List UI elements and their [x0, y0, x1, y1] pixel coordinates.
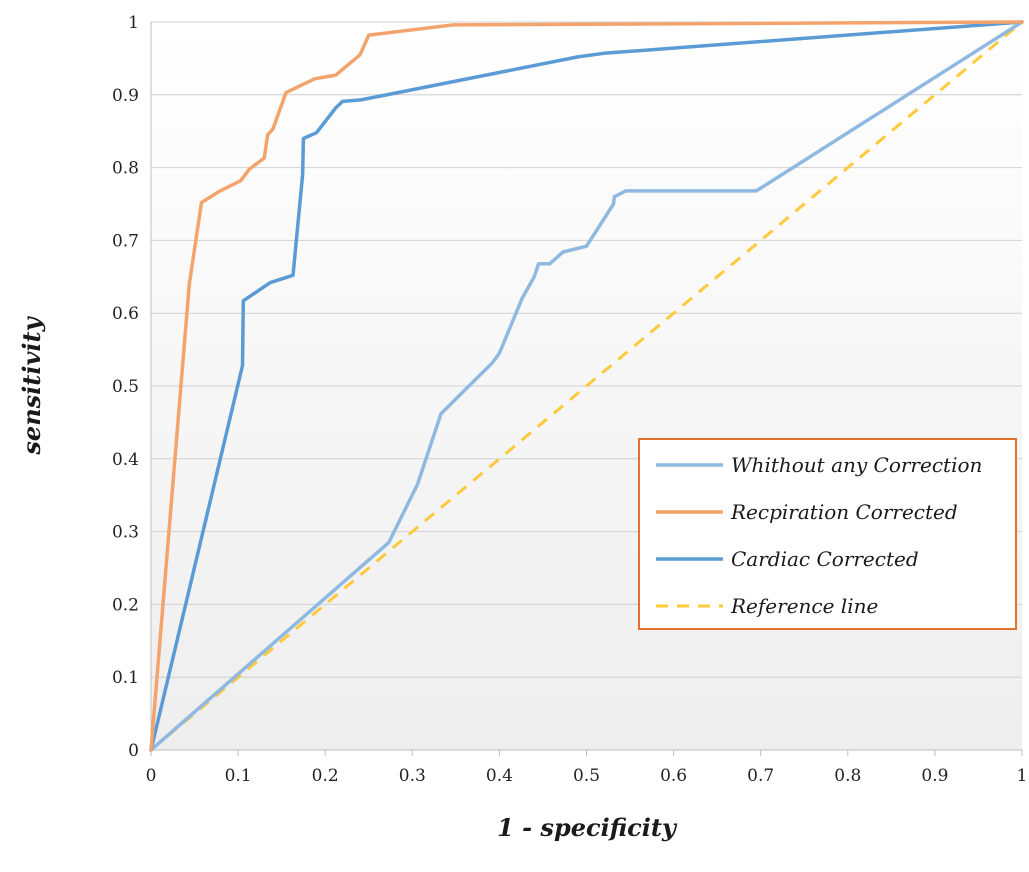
legend-box	[638, 438, 1017, 630]
y-tick-labels: 0 0.1 0.2 0.3 0.4 0.5 0.6 0.7 0.8 0.9 1	[112, 13, 139, 761]
x-axis-title: 1 - specificity	[497, 813, 678, 842]
series-line-whithout-any-correction	[149, 20, 1024, 752]
y-tick-label: 0.5	[112, 377, 139, 397]
y-tick-label: 0.6	[112, 304, 139, 324]
x-tick-labels: 0 0.1 0.2 0.3 0.4 0.5 0.6 0.7 0.8 0.9 1	[146, 750, 1028, 786]
y-tick-label: 0.2	[112, 595, 139, 615]
y-tick-label: 0.7	[112, 231, 139, 251]
series-line-reference-line	[150, 20, 1023, 752]
x-tick-label: 0.2	[312, 766, 339, 786]
y-tick-label: 0.3	[112, 523, 139, 543]
x-tick-label: 0.7	[747, 766, 774, 786]
y-axis-title: sensitivity	[17, 315, 46, 455]
x-tick-label: 0.6	[660, 766, 687, 786]
x-tick-label: 0.8	[834, 766, 861, 786]
x-tick-label: 1	[1017, 766, 1028, 786]
series-line-recpiration-corrected	[149, 20, 1024, 752]
legend-label: Cardiac Corrected	[731, 547, 919, 571]
y-tick-label: 1	[128, 13, 139, 33]
x-tick-label: 0.9	[921, 766, 948, 786]
legend-label: Recpiration Corrected	[730, 500, 958, 524]
x-tick-label: 0.1	[225, 766, 252, 786]
series-lines	[149, 20, 1024, 752]
y-tick-label: 0.9	[112, 86, 139, 106]
y-tick-label: 0.4	[112, 450, 139, 470]
y-tick-label: 0.1	[112, 668, 139, 688]
x-tick-label: 0.4	[486, 766, 513, 786]
x-tick-label: 0.3	[399, 766, 426, 786]
legend-label: Whithout any Correction	[731, 453, 982, 477]
legend: Whithout any Correction Recpiration Corre…	[638, 438, 1017, 630]
series-line-cardiac-corrected	[149, 20, 1024, 752]
x-tick-label: 0.5	[573, 766, 600, 786]
y-tick-label: 0.8	[112, 159, 139, 179]
x-tick-label: 0	[146, 766, 157, 786]
legend-label: Reference line	[730, 594, 878, 618]
y-tick-label: 0	[128, 741, 139, 761]
